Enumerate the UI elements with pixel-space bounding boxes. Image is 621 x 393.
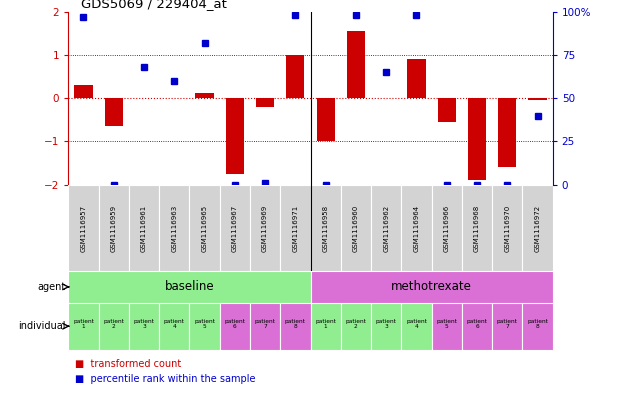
Bar (317, 98, 335, 141)
Text: patient
7: patient 7 (497, 319, 518, 329)
Text: patient
1: patient 1 (315, 319, 336, 329)
Bar (468, 98, 486, 180)
Bar (129, 303, 159, 350)
Bar (310, 185, 341, 271)
Text: GSM1116958: GSM1116958 (323, 204, 329, 252)
Bar (159, 303, 189, 350)
Text: GSM1116968: GSM1116968 (474, 204, 480, 252)
Text: GSM1116971: GSM1116971 (292, 204, 298, 252)
Bar (250, 303, 280, 350)
Bar (226, 98, 244, 174)
Bar (371, 185, 401, 271)
Bar (189, 303, 220, 350)
Bar (310, 303, 341, 350)
Bar (280, 185, 310, 271)
Bar (99, 185, 129, 271)
Text: patient
3: patient 3 (376, 319, 397, 329)
Text: patient
7: patient 7 (255, 319, 276, 329)
Text: patient
6: patient 6 (466, 319, 487, 329)
Bar (310, 271, 553, 303)
Bar (129, 185, 159, 271)
Text: methotrexate: methotrexate (391, 280, 472, 294)
Bar (462, 185, 492, 271)
Text: patient
8: patient 8 (527, 319, 548, 329)
Bar (432, 303, 462, 350)
Bar (286, 55, 304, 98)
Bar (280, 303, 310, 350)
Bar (196, 93, 214, 98)
Bar (75, 85, 93, 98)
Bar (341, 185, 371, 271)
Text: GSM1116957: GSM1116957 (81, 204, 86, 252)
Text: patient
4: patient 4 (164, 319, 184, 329)
Bar (498, 98, 517, 167)
Bar (492, 185, 522, 271)
Bar (104, 98, 123, 126)
Bar (189, 185, 220, 271)
Bar (159, 185, 189, 271)
Bar (250, 185, 280, 271)
Bar (256, 98, 274, 107)
Bar (401, 185, 432, 271)
Text: GSM1116970: GSM1116970 (504, 204, 510, 252)
Bar (99, 303, 129, 350)
Bar (220, 303, 250, 350)
Text: GSM1116964: GSM1116964 (414, 204, 419, 252)
Text: GDS5069 / 229404_at: GDS5069 / 229404_at (81, 0, 227, 10)
Text: patient
4: patient 4 (406, 319, 427, 329)
Text: GSM1116961: GSM1116961 (141, 204, 147, 252)
Bar (407, 59, 425, 98)
Bar (432, 185, 462, 271)
Bar (68, 271, 310, 303)
Text: patient
5: patient 5 (437, 319, 457, 329)
Text: GSM1116960: GSM1116960 (353, 204, 359, 252)
Text: patient
2: patient 2 (103, 319, 124, 329)
Bar (347, 31, 365, 98)
Bar (220, 185, 250, 271)
Text: baseline: baseline (165, 280, 214, 294)
Text: patient
3: patient 3 (134, 319, 155, 329)
Text: GSM1116963: GSM1116963 (171, 204, 177, 252)
Text: GSM1116969: GSM1116969 (262, 204, 268, 252)
Bar (522, 185, 553, 271)
Bar (68, 185, 99, 271)
Text: GSM1116967: GSM1116967 (232, 204, 238, 252)
Bar (528, 98, 546, 100)
Text: GSM1116972: GSM1116972 (535, 204, 540, 252)
Bar (371, 303, 401, 350)
Bar (341, 303, 371, 350)
Text: patient
5: patient 5 (194, 319, 215, 329)
Text: patient
8: patient 8 (285, 319, 306, 329)
Text: GSM1116966: GSM1116966 (444, 204, 450, 252)
Text: ■  percentile rank within the sample: ■ percentile rank within the sample (75, 374, 255, 384)
Bar (492, 303, 522, 350)
Bar (401, 303, 432, 350)
Text: patient
2: patient 2 (345, 319, 366, 329)
Text: patient
1: patient 1 (73, 319, 94, 329)
Text: GSM1116962: GSM1116962 (383, 204, 389, 252)
Text: patient
6: patient 6 (224, 319, 245, 329)
Bar (522, 303, 553, 350)
Bar (462, 303, 492, 350)
Text: GSM1116965: GSM1116965 (202, 204, 207, 252)
Bar (68, 303, 99, 350)
Text: agent: agent (37, 282, 65, 292)
Text: ■  transformed count: ■ transformed count (75, 358, 181, 369)
Text: individual: individual (18, 321, 65, 331)
Text: GSM1116959: GSM1116959 (111, 204, 117, 252)
Bar (438, 98, 456, 122)
